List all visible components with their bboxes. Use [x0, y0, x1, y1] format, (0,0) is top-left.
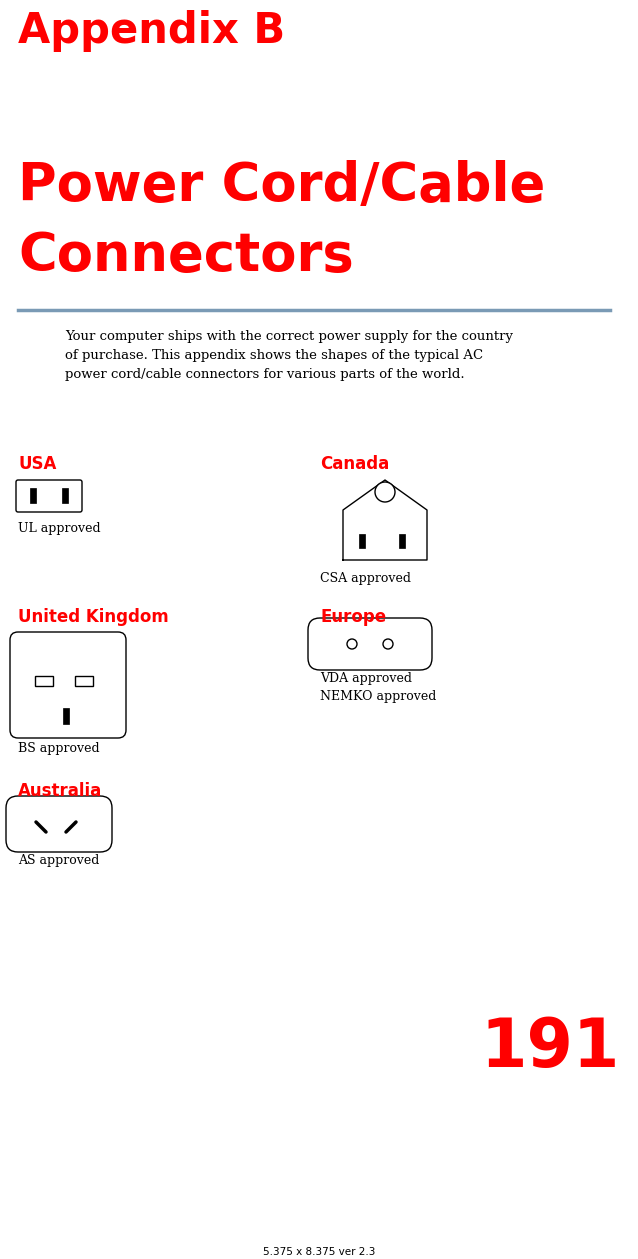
Text: Europe: Europe — [320, 608, 386, 626]
Text: 5.375 x 8.375 ver 2.3: 5.375 x 8.375 ver 2.3 — [263, 1246, 375, 1256]
Bar — [75, 676, 93, 686]
FancyBboxPatch shape — [6, 796, 112, 852]
Circle shape — [347, 640, 357, 648]
Bar — [35, 676, 53, 686]
Circle shape — [375, 482, 395, 502]
Text: CSA approved: CSA approved — [320, 572, 411, 585]
Bar — [63, 708, 69, 724]
Circle shape — [383, 640, 393, 648]
Text: BS approved: BS approved — [18, 742, 100, 755]
Text: 191: 191 — [480, 1015, 620, 1081]
Text: Appendix B: Appendix B — [18, 10, 285, 52]
Bar — [359, 534, 365, 548]
Text: Power Cord/Cable: Power Cord/Cable — [18, 160, 545, 212]
Text: Canada: Canada — [320, 454, 389, 473]
FancyBboxPatch shape — [16, 480, 82, 512]
Text: Australia: Australia — [18, 782, 102, 799]
Bar — [399, 534, 405, 548]
Text: Your computer ships with the correct power supply for the country
of purchase. T: Your computer ships with the correct pow… — [65, 330, 513, 381]
Text: UL approved: UL approved — [18, 522, 101, 535]
Bar — [62, 488, 68, 504]
Text: AS approved: AS approved — [18, 854, 100, 867]
Text: Connectors: Connectors — [18, 230, 353, 282]
Bar — [30, 488, 36, 504]
Polygon shape — [343, 480, 427, 560]
FancyBboxPatch shape — [10, 632, 126, 738]
Text: USA: USA — [18, 454, 56, 473]
Text: United Kingdom: United Kingdom — [18, 608, 168, 626]
FancyBboxPatch shape — [308, 618, 432, 670]
Text: VDA approved
NEMKO approved: VDA approved NEMKO approved — [320, 672, 436, 703]
